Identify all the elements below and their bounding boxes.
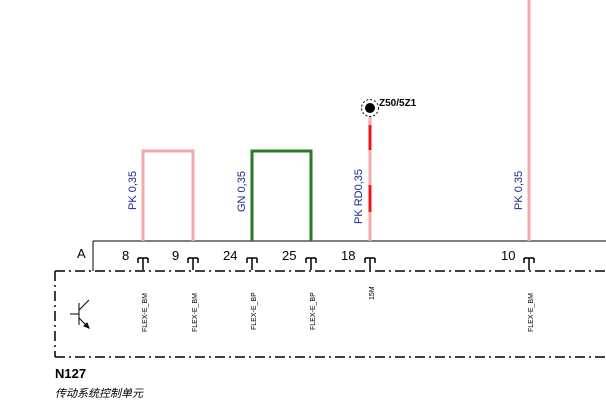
- pin-signal: FLEX-E_BP: [310, 292, 317, 330]
- wire-label-pk-rd: PK RD0,35: [353, 169, 365, 224]
- wire-label-pk-1: PK 0,35: [127, 171, 139, 210]
- wire-loop-green: [250, 149, 313, 241]
- pin-18: 18 15M: [341, 248, 376, 300]
- splice-point-icon: [361, 99, 379, 117]
- pin-number: 8: [122, 248, 129, 263]
- pin-signal: 15M: [369, 286, 376, 300]
- wire-label-gn: GN 0,35: [236, 171, 248, 212]
- pin-number: 9: [172, 248, 179, 263]
- wire-loop-pink: [141, 149, 195, 241]
- connector-label: A: [77, 246, 86, 261]
- pin-number: 10: [501, 248, 515, 263]
- pin-10: 10 FLEX-E_BM: [501, 248, 535, 332]
- pin-24: 24 FLEX-E_BP: [223, 248, 258, 330]
- pin-signal: FLEX-E_BP: [251, 292, 258, 330]
- splice-label: Z50/5Z1: [379, 98, 417, 109]
- pin-8: 8 FLEX-E_BM: [122, 248, 149, 332]
- pin-9: 9 FLEX-E_BM: [172, 248, 199, 332]
- pin-number: 24: [223, 248, 237, 263]
- transistor-icon: [70, 299, 90, 329]
- pin-signal: FLEX-E_BM: [528, 293, 535, 332]
- pin-number: 18: [341, 248, 355, 263]
- pin-signal: FLEX-E_BM: [192, 293, 199, 332]
- pin-25: 25 FLEX-E_BP: [282, 248, 317, 330]
- control-unit-box: [54, 270, 606, 358]
- pin-signal: FLEX-E_BM: [142, 293, 149, 332]
- wire-label-pk-2: PK 0,35: [513, 171, 525, 210]
- module-name: 传动系统控制单元: [55, 387, 144, 400]
- pin-number: 25: [282, 248, 296, 263]
- module-id: N127: [55, 366, 86, 381]
- connector-bar: [92, 240, 606, 271]
